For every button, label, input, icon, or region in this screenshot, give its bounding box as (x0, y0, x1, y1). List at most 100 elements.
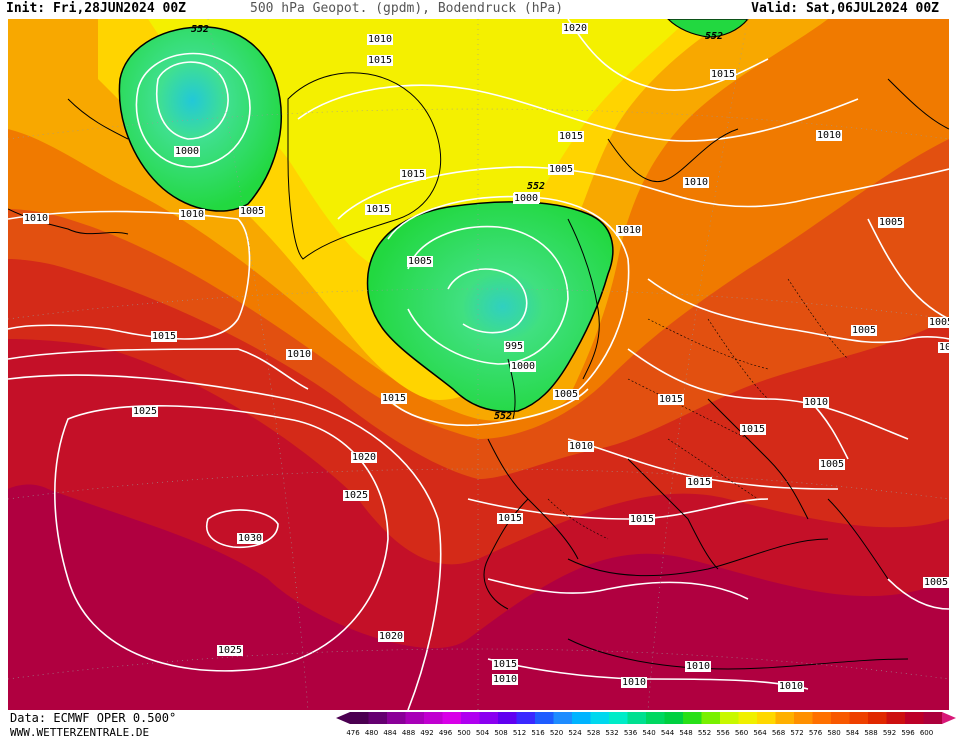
isobar-label: 1015 (492, 659, 519, 670)
legend-tick-label: 484 (383, 729, 397, 737)
isobar-label: 1025 (132, 406, 159, 417)
legend-color-swatch (590, 712, 610, 724)
isobar-label: 1010 (179, 209, 206, 220)
legend-color-swatch (516, 712, 536, 724)
isobar-label: 995 (504, 341, 525, 352)
legend-color-bar (336, 712, 956, 724)
low-pressure-top-edge (667, 19, 749, 38)
legend-color-swatch (868, 712, 887, 724)
legend-color-swatch (350, 712, 369, 724)
legend-tick-label: 520 (549, 729, 564, 737)
legend-color-swatch (812, 712, 832, 724)
legend-tick-label: 508 (494, 729, 508, 737)
isobar-label: 1025 (217, 645, 244, 656)
data-source-label: Data: ECMWF OPER 0.500° (10, 711, 177, 725)
legend-tick-label: 540 (642, 729, 656, 737)
isobar-label: 1000 (513, 193, 540, 204)
legend-color-swatch (368, 712, 388, 724)
legend-tick-label: 572 (790, 729, 804, 737)
map-title: 500 hPa Geopot. (gpdm), Bodendruck (hPa) (250, 1, 564, 16)
legend-color-swatch (572, 712, 591, 724)
geopotential-field (8, 19, 949, 710)
legend-tick-label: 592 (882, 729, 897, 737)
geopotential-label: 552 (527, 181, 546, 192)
legend-color-swatch (535, 712, 554, 724)
isobar-label: 1015 (686, 477, 713, 488)
isobar-label: 1005 (928, 317, 949, 328)
legend-color-swatch (664, 712, 684, 724)
legend-tick-label: 564 (753, 729, 767, 737)
legend-tick-label: 524 (568, 729, 582, 737)
legend-tick-label: 504 (475, 729, 490, 737)
isobar-label: 1010 (23, 213, 50, 224)
legend-color-swatch (609, 712, 628, 724)
isobar-label: 1005 (878, 217, 905, 228)
isobar-label: 1010 (367, 34, 394, 45)
legend-tick-label: 476 (346, 729, 360, 737)
isobar-label: 1005 (819, 459, 846, 470)
valid-time-label: Valid: Sat,06JUL2024 00Z (751, 1, 939, 16)
isobar-label: 1000 (510, 361, 537, 372)
isobar-label: 1010 (803, 397, 830, 408)
legend-color-swatch (683, 712, 702, 724)
legend-color-swatch (775, 712, 795, 724)
isobar-label: 1005 (548, 164, 575, 175)
isobar-label: 1010 (685, 661, 712, 672)
legend-tick-label: 556 (716, 729, 730, 737)
isobar-label: 1025 (343, 490, 370, 501)
website-label: WWW.WETTERZENTRALE.DE (10, 726, 150, 739)
isobar-label: 1015 (629, 514, 656, 525)
color-legend: 476 480 484 488 492 496 500 504 508 512 516 520 524 5… (336, 712, 956, 740)
legend-tick-label: 512 (512, 729, 527, 737)
isobar-label: 1015 (710, 69, 737, 80)
isobar-label: 1010 (568, 441, 595, 452)
legend-tick-label: 560 (734, 729, 749, 737)
legend-tick-label: 596 (901, 729, 915, 737)
isobar-label: 1010 (616, 225, 643, 236)
isobar-lines (8, 19, 949, 710)
legend-max-arrow (942, 712, 956, 724)
legend-tick-label: 480 (364, 729, 379, 737)
legend-color-swatch (646, 712, 665, 724)
init-time-label: Init: Fri,28JUN2024 00Z (6, 1, 187, 16)
isobar-label: 1030 (237, 533, 264, 544)
legend-color-swatch (794, 712, 813, 724)
isobar-label: 1010 (816, 130, 843, 141)
legend-color-swatch (720, 712, 739, 724)
graticule (8, 19, 949, 710)
legend-color-swatch (387, 712, 406, 724)
legend-color-swatch (498, 712, 517, 724)
isobar-label: 1005 (938, 342, 949, 353)
legend-color-swatch (627, 712, 647, 724)
legend-tick-label: 568 (771, 729, 786, 737)
isobar-label: 1010 (286, 349, 313, 360)
isobar-label: 1015 (151, 331, 178, 342)
legend-color-swatch (461, 712, 480, 724)
isobar-label: 1015 (740, 424, 767, 435)
isobar-label: 1000 (174, 146, 201, 157)
map-footer: Data: ECMWF OPER 0.500° WWW.WETTERZENTRA… (0, 710, 959, 741)
legend-color-swatch (905, 712, 924, 724)
legend-color-swatch (424, 712, 443, 724)
legend-color-swatch (553, 712, 573, 724)
legend-color-swatch (831, 712, 850, 724)
legend-color-swatch (757, 712, 776, 724)
borders (547, 278, 849, 540)
legend-tick-label: 528 (586, 729, 601, 737)
legend-color-swatch (738, 712, 758, 724)
legend-color-swatch (405, 712, 425, 724)
isobar-label: 1010 (621, 677, 648, 688)
legend-tick-label: 580 (827, 729, 841, 737)
isobar-label: 1015 (367, 55, 394, 66)
legend-tick-label: 584 (845, 729, 860, 737)
legend-tick-label: 500 (457, 729, 471, 737)
legend-tick-label: 576 (808, 729, 823, 737)
isobar-label: 1020 (378, 631, 405, 642)
isobar-label: 1005 (553, 389, 580, 400)
legend-color-swatch (923, 712, 943, 724)
legend-tick-label: 532 (605, 729, 619, 737)
legend-tick-label: 496 (438, 729, 453, 737)
legend-color-swatch (886, 712, 906, 724)
legend-tick-label: 536 (623, 729, 638, 737)
legend-color-swatch (701, 712, 721, 724)
